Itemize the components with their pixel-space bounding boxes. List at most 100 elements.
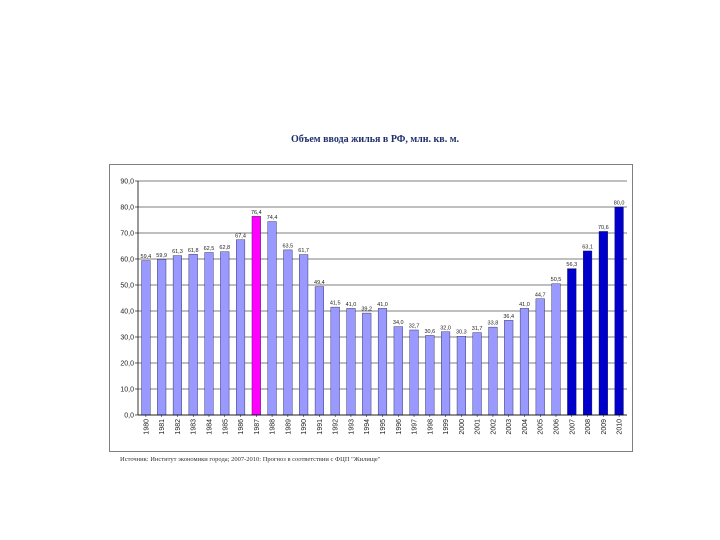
data-label-1989: 63,5 [282, 243, 293, 249]
x-tick-label-1999: 1999 [443, 419, 450, 435]
data-label-2001: 31,7 [472, 326, 483, 332]
x-tick-label-1980: 1980 [143, 419, 150, 435]
data-label-1980: 59,4 [141, 254, 152, 260]
x-tick-label-2000: 2000 [459, 419, 466, 435]
data-label-1996: 34,0 [393, 320, 404, 326]
bar-2005 [535, 298, 545, 416]
bar-2010 [614, 206, 624, 416]
data-label-1994: 39,2 [361, 307, 372, 313]
data-label-2008: 63,1 [582, 244, 593, 250]
bar-1993 [346, 308, 356, 416]
x-tick-label-1994: 1994 [364, 419, 371, 435]
axis-layer: 0,0 10,0 20,0 30,0 40,0 50,0 60,0 70,0 80,0 90,0 1… [120, 179, 627, 435]
bar-1990 [299, 254, 309, 416]
x-tick-label-2008: 2008 [585, 419, 592, 435]
data-label-2002: 33,8 [488, 321, 499, 327]
y-tick-label: 60,0 [120, 257, 134, 264]
x-tick-label-1988: 1988 [270, 419, 277, 435]
y-tick-label: 0,0 [124, 413, 134, 420]
x-tick-label-1986: 1986 [238, 419, 245, 435]
data-label-2009: 70,6 [598, 225, 609, 231]
x-tick-label-1989: 1989 [285, 419, 292, 435]
data-label-2007: 56,3 [566, 262, 577, 268]
bar-2004 [519, 308, 530, 416]
bar-2003 [504, 320, 514, 416]
data-label-1990: 61,7 [298, 248, 309, 254]
bar-1992 [330, 306, 340, 416]
bar-1985 [220, 251, 230, 416]
x-tick-label-1983: 1983 [191, 419, 198, 435]
bar-1994 [362, 312, 372, 416]
x-tick-label-1992: 1992 [333, 419, 340, 435]
data-label-2006: 50,5 [551, 277, 562, 283]
bar-chart: 59,4 59,9 61,3 61,8 62,5 62,8 67,4 76,4 74,4 63,5… [120, 179, 627, 435]
data-label-1993: 41,0 [346, 302, 357, 308]
x-tick-label-1996: 1996 [396, 419, 403, 435]
x-tick-label-1985: 1985 [222, 419, 229, 435]
x-tick-label-1982: 1982 [175, 419, 182, 435]
bar-2007 [567, 268, 577, 416]
data-label-1987: 76,4 [251, 210, 262, 216]
bar-1986 [235, 239, 246, 416]
x-tick-label-1991: 1991 [317, 419, 324, 435]
bar-1989 [283, 249, 293, 416]
y-tick-label: 90,0 [120, 179, 134, 186]
data-label-1999: 32,0 [440, 325, 451, 331]
bar-1987 [251, 216, 261, 416]
x-tick-label-1987: 1987 [254, 419, 261, 435]
bar-1995 [377, 308, 388, 416]
bar-1980 [141, 260, 151, 416]
y-tick-label: 10,0 [120, 387, 134, 394]
data-label-1992: 41,5 [330, 301, 341, 307]
data-label-2010: 80,0 [614, 201, 625, 207]
bar-1981 [157, 259, 167, 416]
x-tick-label-2007: 2007 [569, 419, 576, 435]
y-tick-label: 50,0 [120, 283, 134, 290]
x-tick-label-1997: 1997 [412, 419, 419, 435]
x-tick-label-1990: 1990 [301, 419, 308, 435]
y-tick-label: 80,0 [120, 205, 134, 212]
bar-1983 [188, 254, 198, 416]
bar-1996 [393, 326, 403, 416]
bar-1982 [172, 255, 182, 416]
data-label-1997: 32,7 [409, 323, 420, 329]
bar-1984 [204, 252, 214, 416]
y-tick-label: 70,0 [120, 231, 134, 238]
data-label-2004: 41,0 [519, 302, 530, 308]
data-label-2000: 30,3 [456, 330, 467, 336]
bar-2008 [583, 250, 593, 416]
x-tick-label-2001: 2001 [475, 419, 482, 435]
chart-frame: 59,4 59,9 61,3 61,8 62,5 62,8 67,4 76,4 74,4 63,5… [109, 164, 633, 452]
data-label-1991: 49,4 [314, 280, 325, 286]
bar-1998 [425, 335, 435, 416]
bar-2000 [456, 336, 466, 416]
x-tick-label-1993: 1993 [348, 419, 355, 435]
bar-2001 [472, 332, 482, 416]
data-label-1988: 74,4 [267, 215, 278, 221]
bar-layer [141, 206, 624, 416]
y-tick-label: 40,0 [120, 309, 134, 316]
y-tick-label: 20,0 [120, 361, 134, 368]
source-note: Источник: Институт экономики города; 200… [120, 456, 381, 463]
x-tick-label-2009: 2009 [601, 419, 608, 435]
x-tick-label-1984: 1984 [206, 419, 213, 435]
data-label-1981: 59,9 [156, 253, 167, 259]
x-tick-label-2010: 2010 [617, 419, 624, 435]
x-tick-label-2006: 2006 [554, 419, 561, 435]
label-layer: 59,4 59,9 61,3 61,8 62,5 62,8 67,4 76,4 74,4 63,5… [141, 201, 625, 336]
x-tick-label-1981: 1981 [159, 419, 166, 435]
bar-1999 [441, 331, 451, 416]
data-label-1984: 62,5 [204, 246, 215, 252]
bar-1991 [314, 286, 324, 416]
bar-2009 [598, 231, 608, 416]
chart-title: Объем ввода жилья в РФ, млн. кв. м. [290, 134, 460, 145]
data-label-1983: 61,8 [188, 248, 199, 254]
bar-1988 [267, 221, 277, 416]
bar-2002 [488, 326, 498, 416]
x-tick-label-1998: 1998 [427, 419, 434, 435]
x-tick-label-2005: 2005 [538, 419, 545, 435]
data-label-1986: 67,4 [235, 233, 246, 239]
data-label-1995: 41,0 [377, 302, 388, 308]
bar-2006 [551, 283, 561, 416]
bar-1997 [409, 329, 419, 416]
